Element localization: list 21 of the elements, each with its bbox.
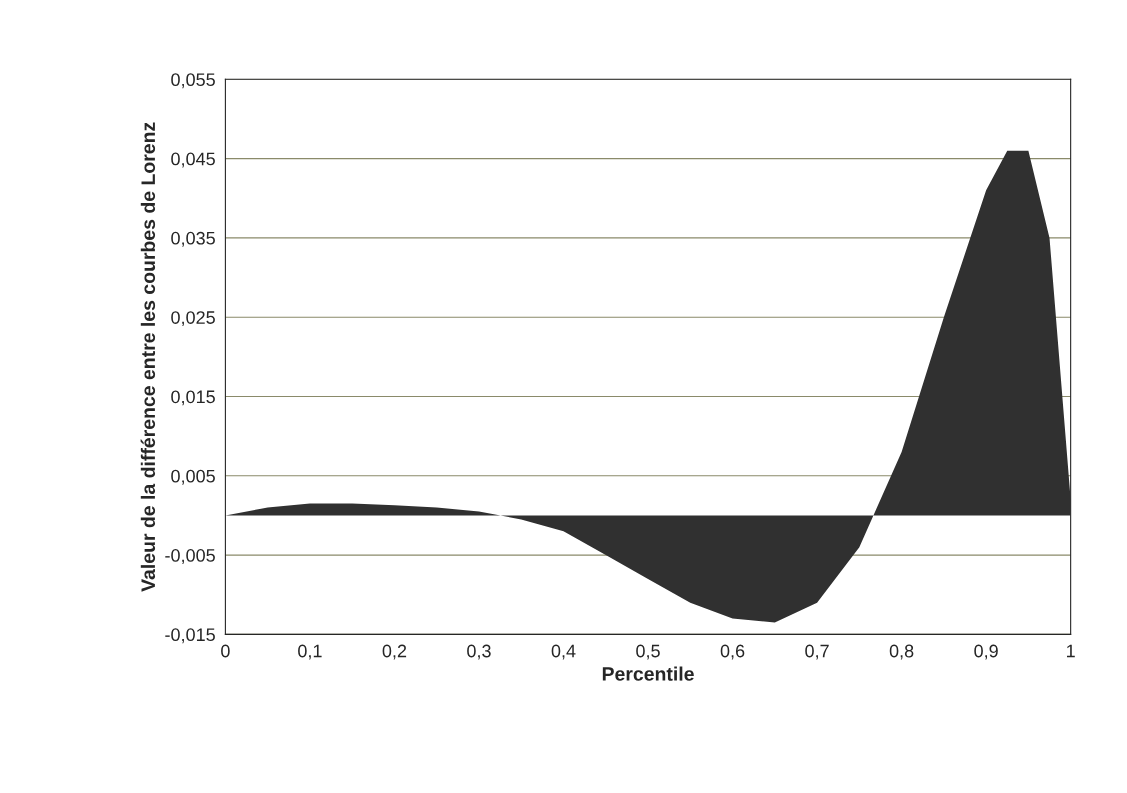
y-tick-label: 0,025 bbox=[171, 311, 215, 327]
x-tick-label: 0,4 bbox=[551, 644, 576, 660]
x-axis-title: Percentile bbox=[602, 666, 694, 681]
y-tick-label: 0,035 bbox=[171, 231, 215, 247]
y-tick-label: -0,005 bbox=[165, 549, 215, 564]
x-tick-label: 0,7 bbox=[805, 644, 829, 660]
y-tick-label: 0,055 bbox=[171, 73, 215, 89]
y-axis-title: Valeur de la différence entre les courbes de Lorenz bbox=[140, 122, 156, 592]
x-tick-label: 0,1 bbox=[298, 644, 322, 660]
x-tick-label: 0,9 bbox=[974, 644, 998, 660]
y-tick-label: 0,045 bbox=[171, 152, 215, 168]
y-tick-label: 0,005 bbox=[171, 469, 215, 485]
x-tick-label: 0,3 bbox=[467, 644, 491, 660]
x-tick-label: 0,8 bbox=[889, 644, 914, 660]
y-tick-label: 0,015 bbox=[171, 390, 215, 406]
x-tick-label: 0,2 bbox=[382, 644, 407, 660]
x-tick-label: 1 bbox=[1067, 644, 1075, 658]
x-tick-label: 0,6 bbox=[720, 644, 745, 660]
x-tick-label: 0 bbox=[221, 644, 230, 658]
y-tick-label: -0,015 bbox=[165, 628, 215, 644]
x-tick-label: 0,5 bbox=[636, 644, 660, 660]
